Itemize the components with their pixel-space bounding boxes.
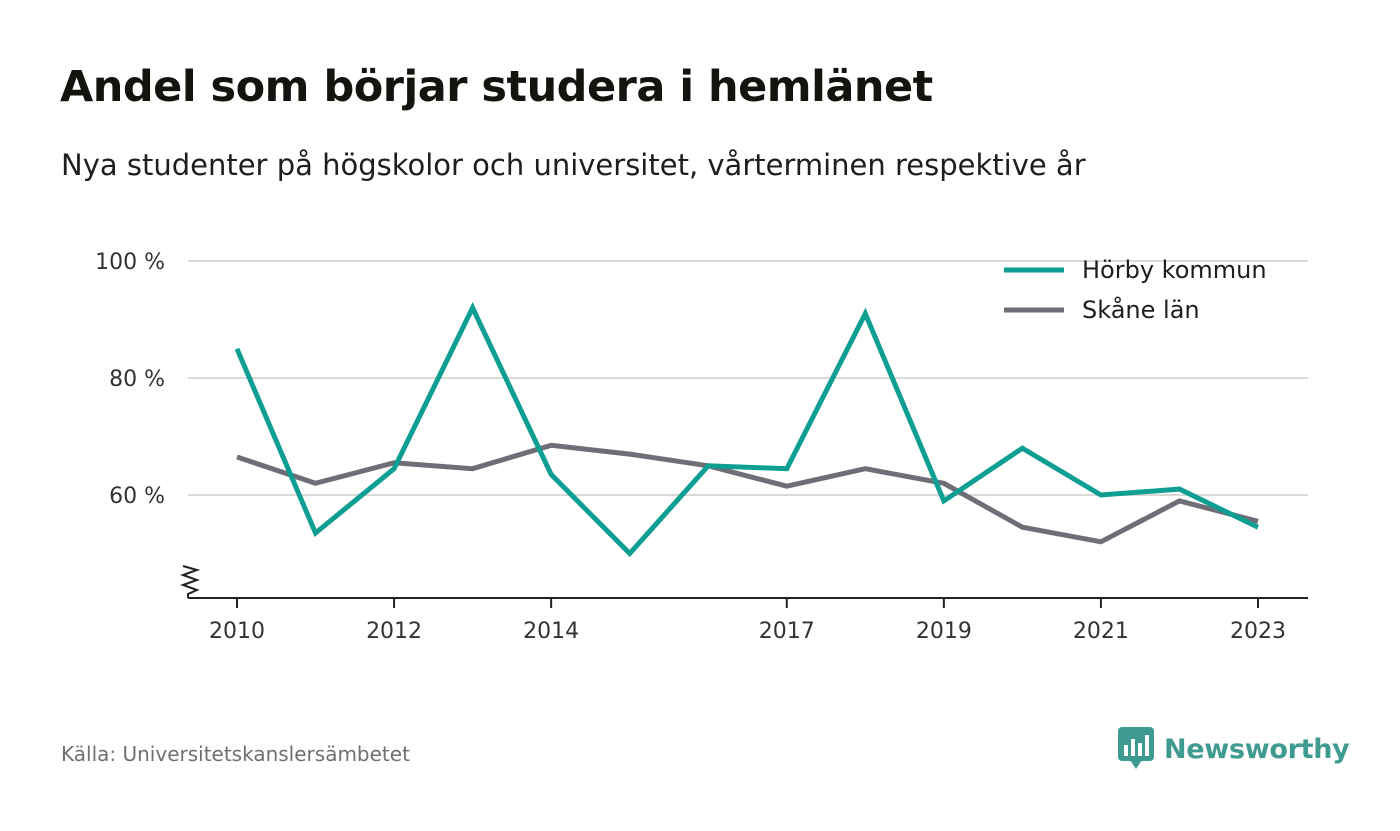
- y-tick-label: 100 %: [95, 250, 165, 275]
- source-note: Källa: Universitetskanslersämbetet: [61, 742, 410, 766]
- series-lines: [234, 302, 1260, 558]
- x-tick-label: 2021: [1073, 619, 1129, 644]
- legend-label-horby-kommun: Hörby kommun: [1082, 256, 1267, 284]
- x-tick-label: 2019: [916, 619, 972, 644]
- chart-title: Andel som börjar studera i hemlänet: [60, 62, 933, 112]
- x-tick-label: 2017: [759, 619, 815, 644]
- y-axis-break-marker: [180, 565, 201, 598]
- x-tick-label: 2023: [1230, 619, 1286, 644]
- brand-name: Newsworthy: [1164, 733, 1350, 765]
- x-tick-label: 2010: [209, 619, 265, 644]
- x-tick-label: 2012: [366, 619, 422, 644]
- y-tick-label: 60 %: [109, 484, 165, 509]
- legend-label-skane-lan: Skåne län: [1082, 295, 1200, 324]
- brand: Newsworthy: [1118, 726, 1350, 772]
- x-tick-label: 2014: [523, 619, 579, 644]
- legend: Hörby kommun Skåne län: [1004, 256, 1267, 324]
- chart-subtitle: Nya studenter på högskolor och universit…: [61, 148, 1086, 182]
- series-line-skane-lan: [236, 442, 1259, 545]
- series-line-horby-kommun: [234, 302, 1260, 558]
- axes: 60 % 80 % 100 % 2010 2012 2014 2017 2019 2021 202…: [95, 250, 1308, 644]
- y-tick-label: 80 %: [109, 367, 165, 392]
- newsworthy-logo-icon: [1118, 727, 1154, 769]
